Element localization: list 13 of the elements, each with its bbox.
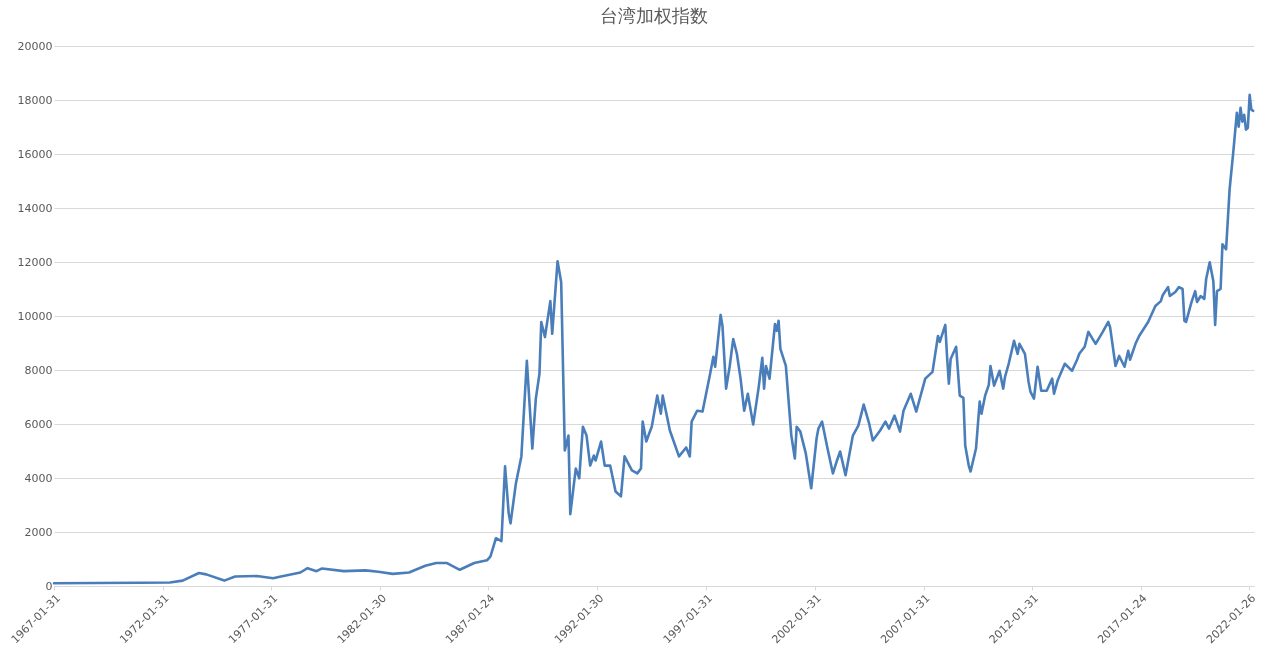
y-tick-label: 8000 [24, 363, 53, 377]
y-tick-label: 18000 [17, 93, 53, 107]
y-tick-label: 20000 [17, 39, 53, 53]
y-tick-label: 6000 [24, 417, 53, 431]
y-tick-label: 10000 [17, 309, 53, 323]
line-series [52, 93, 1255, 585]
y-tick-label: 12000 [17, 255, 53, 269]
y-tick-label: 2000 [24, 525, 53, 539]
y-tick-label: 0 [45, 579, 53, 593]
y-tick-label: 14000 [17, 201, 53, 215]
y-tick-label: 16000 [17, 147, 53, 161]
chart-title: 台湾加权指数 [600, 5, 708, 26]
y-tick-label: 4000 [24, 471, 53, 485]
